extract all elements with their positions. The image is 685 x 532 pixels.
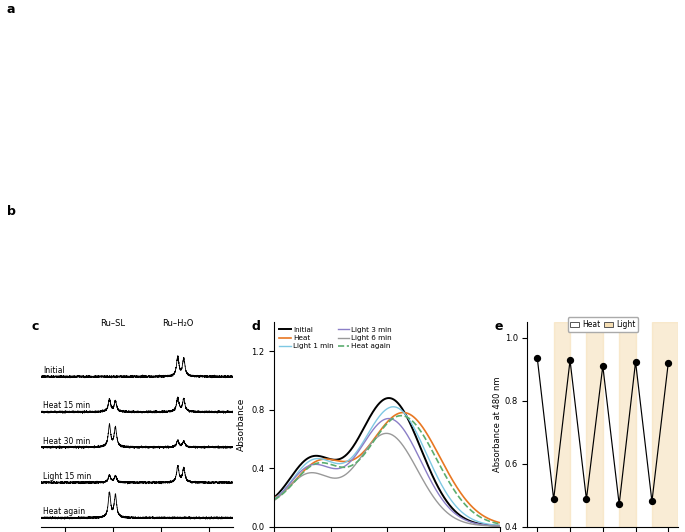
Light 6 min (270, 497, 278, 504)
Initial (328, 456, 336, 463)
Heat again (372, 434, 380, 440)
Bar (652, 322, 678, 527)
Light 1 min (270, 496, 278, 502)
Bar (553, 322, 570, 527)
Heat again (403, 414, 412, 421)
Light 1 min (421, 448, 429, 454)
Point (663, 358, 674, 367)
Initial (496, 523, 504, 529)
Point (548, 495, 559, 503)
Line: Light 3 min: Light 3 min (274, 419, 500, 526)
Text: e: e (495, 320, 503, 333)
Initial (440, 495, 449, 501)
Text: Ru–SL: Ru–SL (101, 319, 125, 328)
Light 1 min (372, 418, 380, 424)
Light 1 min (496, 522, 504, 529)
Initial (421, 456, 429, 462)
Heat (328, 456, 336, 463)
Heat again (310, 461, 318, 468)
Heat (440, 463, 449, 469)
Heat again (440, 471, 449, 477)
Light 1 min (389, 404, 397, 410)
Light 1 min (328, 459, 336, 466)
Text: b: b (7, 205, 16, 218)
Line: Light 6 min: Light 6 min (274, 434, 500, 526)
Heat (372, 433, 380, 439)
Point (532, 354, 543, 362)
Light 3 min (270, 496, 278, 503)
Text: Light 15 min: Light 15 min (43, 472, 92, 481)
Light 6 min (328, 475, 336, 481)
Light 6 min (440, 507, 449, 513)
Heat (496, 520, 504, 526)
Light 3 min (310, 461, 318, 468)
Heat again (328, 462, 336, 468)
Light 1 min (403, 414, 412, 420)
Heat (310, 459, 318, 466)
Light 3 min (440, 500, 449, 506)
Point (630, 358, 641, 366)
Light 3 min (328, 465, 336, 471)
Point (581, 495, 592, 503)
Line: Heat again: Heat again (274, 415, 500, 524)
Bar (619, 322, 636, 527)
Text: Heat again: Heat again (43, 508, 86, 517)
Light 6 min (310, 470, 318, 476)
Light 3 min (421, 467, 429, 473)
Line: Initial: Initial (274, 398, 500, 526)
Light 3 min (496, 523, 504, 529)
Initial (384, 395, 393, 401)
Light 1 min (440, 487, 449, 493)
Light 3 min (372, 423, 380, 429)
Heat again (270, 496, 278, 503)
Light 6 min (382, 430, 390, 437)
Heat again (496, 521, 504, 527)
Initial (403, 415, 412, 421)
Text: c: c (32, 320, 39, 333)
Point (564, 356, 575, 364)
Initial (270, 494, 278, 501)
Y-axis label: Absorbance at 480 nm: Absorbance at 480 nm (493, 377, 501, 472)
Point (647, 497, 658, 506)
Heat (399, 409, 407, 415)
Heat (270, 495, 278, 501)
Light 6 min (403, 450, 412, 456)
Text: Heat 15 min: Heat 15 min (43, 402, 90, 411)
Light 6 min (372, 435, 380, 441)
Text: Ru–H₂O: Ru–H₂O (162, 319, 193, 328)
Y-axis label: Absorbance: Absorbance (236, 397, 245, 451)
Light 3 min (403, 433, 412, 439)
Legend: Initial, Heat, Light 1 min, Light 3 min, Light 6 min, Heat again: Initial, Heat, Light 1 min, Light 3 min,… (277, 326, 393, 351)
Light 6 min (496, 523, 504, 529)
Text: d: d (251, 320, 260, 333)
Light 6 min (421, 481, 429, 487)
Point (597, 362, 608, 370)
Initial (372, 404, 380, 410)
Text: a: a (7, 3, 15, 15)
Text: Initial: Initial (43, 366, 65, 375)
Light 1 min (310, 456, 318, 462)
Line: Heat: Heat (274, 412, 500, 523)
Bar (586, 322, 603, 527)
Heat (421, 428, 429, 435)
Heat (403, 410, 412, 417)
Text: Heat 30 min: Heat 30 min (43, 437, 90, 446)
Point (614, 500, 625, 509)
Legend: Heat, Light: Heat, Light (568, 318, 638, 332)
Line: Light 1 min: Light 1 min (274, 407, 500, 526)
Light 3 min (384, 415, 393, 422)
Initial (310, 453, 318, 459)
Heat again (421, 435, 429, 442)
Heat again (397, 412, 406, 419)
